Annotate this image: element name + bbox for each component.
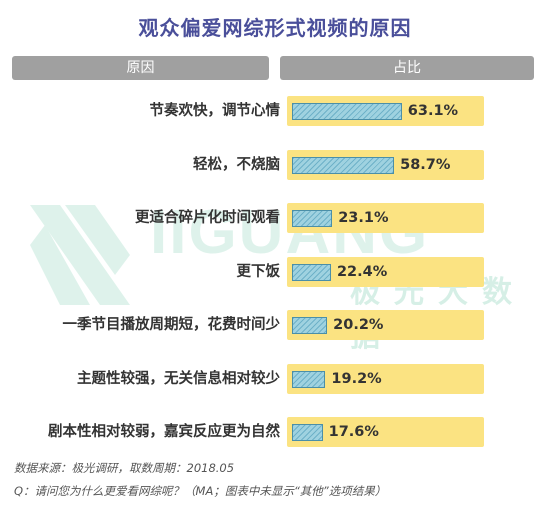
value-label: 23.1%: [338, 210, 389, 226]
bar: [292, 156, 395, 174]
value-label: 19.2%: [331, 370, 382, 387]
value-label: 63.1%: [407, 103, 459, 119]
bar: [292, 210, 333, 227]
value-label: 20.2%: [333, 317, 384, 333]
category-label: 更下饭: [236, 263, 281, 280]
value-label: 17.6%: [328, 424, 379, 440]
value-label: 58.7%: [400, 156, 451, 173]
category-label: 更适合碎片化时间观看: [135, 210, 280, 226]
category-label: 剧本性相对较弱，嘉宾反应更为自然: [48, 424, 280, 440]
chart-title: 观众偏爱网综形式视频的原因: [138, 16, 412, 40]
category-label: 轻松，不烧脑: [193, 156, 280, 173]
category-label: 节奏欢快，调节心情: [149, 103, 281, 119]
bar: [292, 103, 402, 120]
bar: [292, 317, 328, 334]
footer-question: Q：请问您为什么更爱看网综呢？（MA；图表中未显示“其他”选项结果）: [14, 484, 387, 498]
category-label: 主题性较强，无关信息相对较少: [77, 370, 280, 387]
column-header-share: 占比: [280, 56, 534, 80]
bar: [292, 370, 326, 388]
bar: [292, 424, 323, 441]
category-label: 一季节目播放周期短，花费时间少: [62, 317, 281, 333]
footer-source: 数据来源：极光调研，取数周期：2018.05: [14, 461, 235, 475]
watermark-logo-icon: [30, 205, 130, 305]
column-header-reason: 原因: [12, 56, 269, 80]
bar: [292, 263, 331, 281]
value-label: 22.4%: [336, 263, 388, 280]
